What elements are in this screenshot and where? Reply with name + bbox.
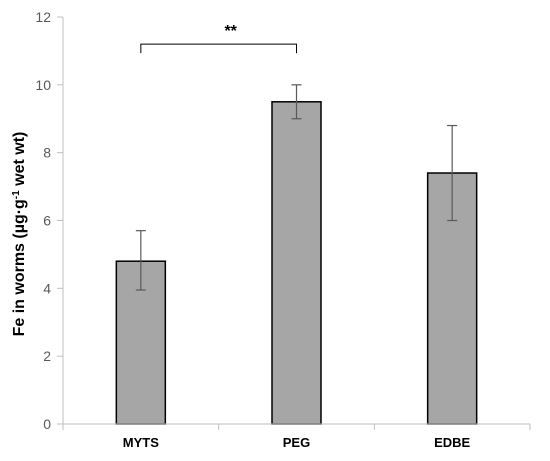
significance-bracket [140, 43, 297, 54]
y-axis-title: Fe in worms (µg·g-1 wet wt) [11, 132, 29, 337]
y-tick-label: 2 [43, 348, 51, 364]
y-axis: 0 2 4 6 8 10 12 [35, 9, 64, 432]
x-category-label: EDBE [434, 435, 470, 450]
significance-stars: ** [224, 23, 237, 40]
x-category-label: MYTS [123, 435, 159, 450]
error-bar-edbe [447, 124, 458, 222]
y-axis-title-unit: wet wt) [11, 132, 28, 191]
error-bars [135, 84, 458, 291]
x-axis: MYTS PEG EDBE [62, 423, 531, 450]
y-axis-title-main: Fe in worms (µg·g [11, 199, 28, 336]
bars [115, 101, 478, 425]
y-tick-label: 0 [43, 416, 51, 432]
error-bar-peg [291, 84, 302, 120]
y-tick-label: 4 [43, 280, 51, 296]
y-tick-label: 8 [43, 145, 51, 161]
y-tick-label: 12 [35, 9, 51, 25]
significance-annotation: ** [140, 23, 297, 54]
y-tick-label: 10 [35, 77, 51, 93]
bar-peg [271, 101, 322, 425]
error-bar-myts [135, 230, 146, 291]
y-axis-title-exponent: -1 [11, 190, 22, 199]
x-category-label: PEG [283, 435, 310, 450]
y-tick-label: 6 [43, 213, 51, 229]
